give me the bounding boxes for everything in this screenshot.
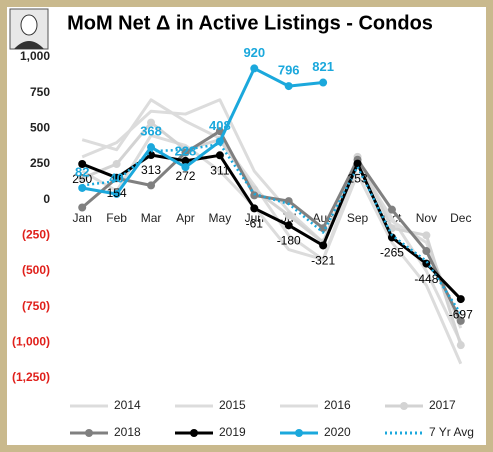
legend-marker — [400, 402, 408, 410]
data-label: 250 — [72, 172, 92, 186]
point — [422, 247, 431, 256]
point — [215, 127, 224, 136]
point — [147, 143, 156, 152]
legend-label: 2017 — [429, 398, 456, 412]
chart-title: MoM Net Δ in Active Listings - Condos — [67, 12, 433, 34]
data-label: 920 — [243, 45, 265, 60]
y-tick-label: 1,000 — [20, 49, 50, 63]
data-label: -265 — [380, 246, 404, 260]
legend-label: 2018 — [114, 425, 141, 439]
point — [284, 211, 293, 220]
y-tick-label: 750 — [30, 85, 50, 99]
point — [181, 163, 190, 172]
point — [319, 241, 328, 250]
legend-marker — [85, 429, 93, 437]
point — [456, 341, 465, 350]
point — [284, 221, 293, 230]
point — [215, 151, 224, 160]
point — [215, 137, 224, 146]
point — [112, 189, 121, 198]
data-label: -697 — [449, 307, 473, 321]
point — [422, 231, 431, 240]
point — [456, 295, 465, 304]
y-tick-label: 500 — [30, 121, 50, 135]
y-tick-label: (750) — [22, 299, 50, 313]
point — [387, 205, 396, 214]
data-label: 272 — [175, 169, 195, 183]
y-tick-label: (1,250) — [12, 370, 50, 384]
x-tick-label: May — [209, 211, 232, 225]
point — [353, 159, 362, 168]
point — [78, 203, 87, 212]
data-label: 313 — [141, 163, 161, 177]
series-line — [81, 121, 463, 346]
series-line — [81, 98, 463, 365]
point — [147, 151, 156, 160]
point — [250, 191, 259, 200]
legend-label: 7 Yr Avg — [429, 425, 474, 439]
x-tick-label: Dec — [450, 211, 471, 225]
point — [387, 233, 396, 242]
data-label: 408 — [209, 118, 231, 133]
point — [147, 118, 156, 127]
data-label: 40 — [109, 170, 123, 185]
data-label: 253 — [348, 172, 368, 186]
point — [250, 64, 259, 73]
x-tick-label: Apr — [176, 211, 195, 225]
legend-marker — [295, 429, 303, 437]
point — [78, 160, 87, 168]
data-label: -321 — [311, 254, 335, 268]
y-tick-label: (250) — [22, 228, 50, 242]
legend-marker — [190, 429, 198, 437]
data-label: 311 — [210, 163, 229, 177]
point — [319, 224, 328, 233]
x-tick-label: Mar — [141, 211, 162, 225]
legend-label: 2020 — [324, 425, 351, 439]
y-tick-label: 250 — [30, 156, 50, 170]
data-label: 821 — [312, 59, 334, 74]
data-label: 82 — [75, 164, 89, 179]
point — [456, 316, 465, 325]
point — [112, 160, 121, 168]
data-label: -180 — [277, 234, 301, 248]
x-tick-label: Nov — [416, 211, 437, 225]
x-tick-label: Jan — [73, 211, 92, 225]
point — [181, 156, 190, 165]
y-tick-label: (500) — [22, 263, 50, 277]
point — [284, 197, 293, 206]
series-line — [81, 133, 463, 343]
series-line — [81, 129, 463, 322]
data-label: 796 — [278, 63, 300, 78]
data-label: 154 — [107, 186, 127, 200]
point — [284, 82, 293, 91]
y-tick-label: 0 — [43, 192, 50, 206]
legend-label: 2014 — [114, 398, 141, 412]
data-label: 228 — [175, 144, 197, 159]
series-line — [81, 153, 462, 301]
x-tick-label: Sep — [347, 211, 369, 225]
data-label: -448 — [414, 272, 438, 286]
avatar — [9, 8, 49, 50]
legend-label: 2015 — [219, 398, 246, 412]
data-label: 368 — [140, 124, 162, 139]
point — [422, 259, 431, 268]
point — [112, 173, 121, 182]
point — [147, 181, 156, 190]
point — [78, 174, 87, 183]
x-tick-label: Feb — [106, 211, 127, 225]
point — [250, 204, 259, 213]
legend-label: 2019 — [219, 425, 246, 439]
legend-label: 2016 — [324, 398, 351, 412]
series-line — [81, 66, 324, 196]
y-tick-label: (1,000) — [12, 335, 50, 349]
point — [319, 78, 328, 87]
data-label: -61 — [246, 217, 264, 231]
